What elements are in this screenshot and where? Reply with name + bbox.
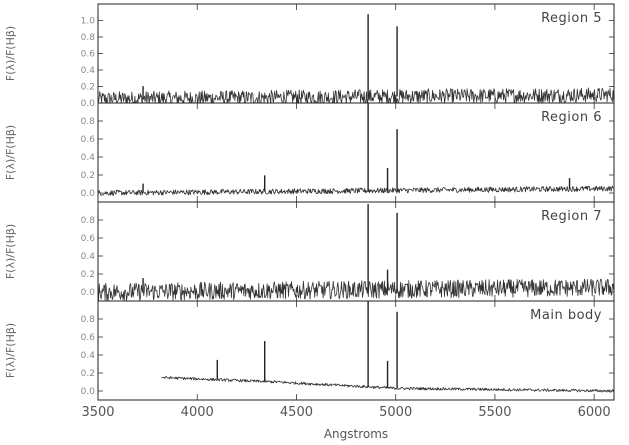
y-tick-label: 0.0	[81, 99, 96, 109]
panels-group: 0.00.20.40.60.81.0F(λ)/F(Hβ)Region 50.00…	[4, 3, 615, 401]
y-tick-label: 0.0	[81, 288, 96, 298]
y-tick-label: 0.4	[81, 153, 96, 163]
y-tick-label: 0.0	[81, 387, 96, 397]
y-tick-label: 0.8	[81, 117, 96, 127]
y-tick-label: 0.8	[81, 315, 96, 325]
y-tick-label: 0.2	[81, 171, 95, 181]
panel-3: 0.0 0.2 0.4 0.6 0.8 F(λ)/F(Hβ) Region 7	[4, 201, 615, 302]
x-tick-label: 3500	[81, 405, 114, 420]
y-tick-label: 0.2	[81, 369, 95, 379]
y-tick-label: 0.6	[81, 50, 96, 60]
spectrum-line	[98, 185, 614, 196]
y-axis-label: F(λ)/F(Hβ)	[4, 26, 17, 81]
panel-4: 0.0 0.2 0.4 0.6 0.8 F(λ)/F(Hβ) Main body	[4, 300, 615, 401]
y-tick-label: 0.4	[81, 351, 96, 361]
region-label: Region 7	[541, 209, 602, 224]
panel-2: 0.0 0.2 0.4 0.6 0.8 F(λ)/F(Hβ) Region 6	[4, 102, 615, 203]
y-tick-label: 0.8	[81, 33, 96, 43]
x-tick-label: 5500	[478, 405, 511, 420]
y-axis-label: F(λ)/F(Hβ)	[4, 125, 17, 180]
y-tick-label: 0.6	[81, 333, 96, 343]
spectrum-line	[98, 87, 614, 103]
x-tick-label: 4000	[181, 405, 214, 420]
y-tick-label: 0.4	[81, 252, 96, 262]
spectrum-group	[98, 14, 614, 103]
y-tick-label: 0.8	[81, 216, 96, 226]
y-tick-label: 0.2	[81, 270, 95, 280]
x-tick-label: 5000	[379, 405, 412, 420]
spectrum-group	[98, 103, 614, 196]
x-axis-label: Angstroms	[324, 427, 388, 441]
spectrum-group	[161, 301, 614, 393]
spectrum-line	[98, 278, 614, 301]
y-axis-label: F(λ)/F(Hβ)	[4, 224, 17, 279]
y-tick-label: 0.2	[81, 83, 95, 93]
y-axis-label: F(λ)/F(Hβ)	[4, 323, 17, 378]
x-tick-label: 4500	[280, 405, 313, 420]
y-tick-label: 0.0	[81, 189, 96, 199]
y-tick-label: 0.6	[81, 135, 96, 145]
panel-frame	[97, 3, 615, 104]
panel-1: 0.0 0.2 0.4 0.6 0.8 1.0 F(λ)/F(Hβ) Region 5	[4, 3, 615, 109]
panel-frame	[97, 300, 615, 401]
x-tick-label: 6000	[578, 405, 611, 420]
y-tick-label: 0.6	[81, 234, 96, 244]
region-label: Region 5	[541, 11, 602, 26]
region-label: Region 6	[541, 110, 602, 125]
y-tick-label: 1.0	[81, 17, 96, 27]
region-label: Main body	[530, 308, 602, 323]
y-tick-label: 0.4	[81, 66, 96, 76]
spectrum-group	[98, 204, 614, 301]
x-axis: 3500 4000 4500 5000 5500 6000	[81, 405, 610, 420]
